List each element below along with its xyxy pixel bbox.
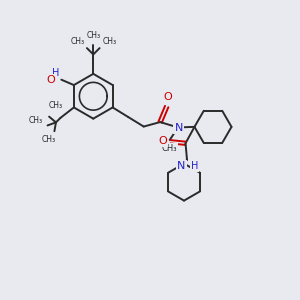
Text: H: H [52,68,59,78]
Text: N: N [177,161,185,171]
Text: O: O [158,136,167,146]
Text: H: H [190,161,198,171]
Text: CH₃: CH₃ [28,116,43,125]
Text: CH₃: CH₃ [161,144,177,153]
Text: O: O [46,75,55,85]
Text: CH₃: CH₃ [49,101,63,110]
Text: CH₃: CH₃ [102,37,116,46]
Text: O: O [163,92,172,102]
Text: CH₃: CH₃ [86,32,100,40]
Text: CH₃: CH₃ [70,37,84,46]
Text: N: N [175,123,183,133]
Text: CH₃: CH₃ [41,135,56,144]
